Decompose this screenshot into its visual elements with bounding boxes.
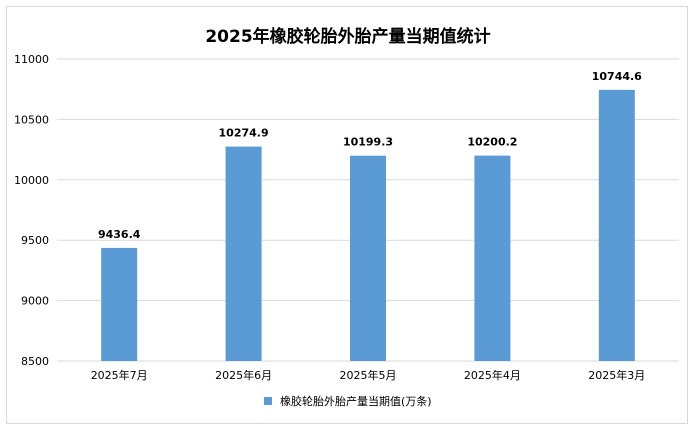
bar xyxy=(350,155,386,361)
y-tick-label: 9500 xyxy=(21,234,49,247)
data-label: 10200.2 xyxy=(467,136,517,149)
y-tick-label: 10500 xyxy=(14,113,49,126)
chart-container: 2025年橡胶轮胎外胎产量当期值统计 8500 9000 9500 10000 1050… xyxy=(6,6,688,424)
x-tick-label: 2025年3月 xyxy=(588,368,645,382)
bar xyxy=(598,89,635,361)
y-tick-label: 11000 xyxy=(14,53,49,66)
bar xyxy=(225,146,262,361)
data-label: 10199.3 xyxy=(343,136,393,149)
data-label: 10744.6 xyxy=(592,70,642,83)
bar xyxy=(474,155,511,361)
x-tick-label: 2025年4月 xyxy=(464,368,521,382)
chart-title: 2025年橡胶轮胎外胎产量当期值统计 xyxy=(205,27,491,47)
data-label: 9436.4 xyxy=(98,228,141,241)
y-tick-label: 10000 xyxy=(14,174,49,187)
y-tick-label: 8500 xyxy=(21,355,49,368)
data-label: 10274.9 xyxy=(219,127,269,140)
legend-swatch xyxy=(264,397,273,405)
chart-plot-area: 8500 9000 9500 10000 10500 11000 9436.4 2025年7月… xyxy=(14,53,679,382)
bar xyxy=(101,247,138,361)
y-tick-label: 9000 xyxy=(21,295,49,308)
x-tick-label: 2025年5月 xyxy=(340,368,397,382)
chart-legend: 橡胶轮胎外胎产量当期值(万条) xyxy=(7,393,689,409)
x-tick-label: 2025年6月 xyxy=(215,368,272,382)
legend-label: 橡胶轮胎外胎产量当期值(万条) xyxy=(279,395,432,408)
x-tick-label: 2025年7月 xyxy=(91,368,148,382)
